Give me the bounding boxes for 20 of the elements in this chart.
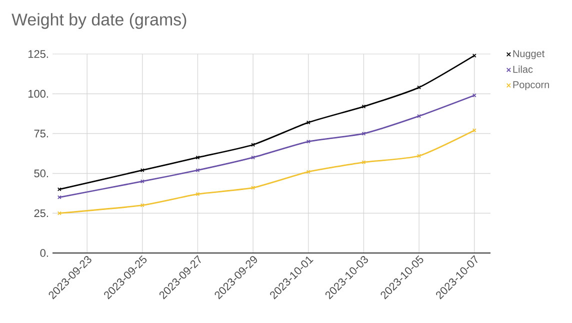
point [362,160,366,164]
legend-label: Popcorn [513,81,549,90]
y-tick-label: 50. [34,170,48,178]
point [196,168,200,172]
y-tick-label: 100. [28,90,48,98]
y-tick-label: 75. [34,130,48,138]
point [306,120,310,124]
legend-label: Lilac [513,66,533,73]
chart-title: Weight by date (grams) [12,13,186,29]
y-tick-label: 25. [34,209,48,218]
point [417,154,422,158]
point [306,170,310,174]
point [251,155,256,160]
point [140,179,144,184]
point [306,140,310,144]
legend-label: Nugget [513,50,545,60]
point [417,114,422,118]
y-tick-label: 0. [40,249,48,257]
y-tick-label: 125. [28,50,48,58]
point [417,85,422,90]
